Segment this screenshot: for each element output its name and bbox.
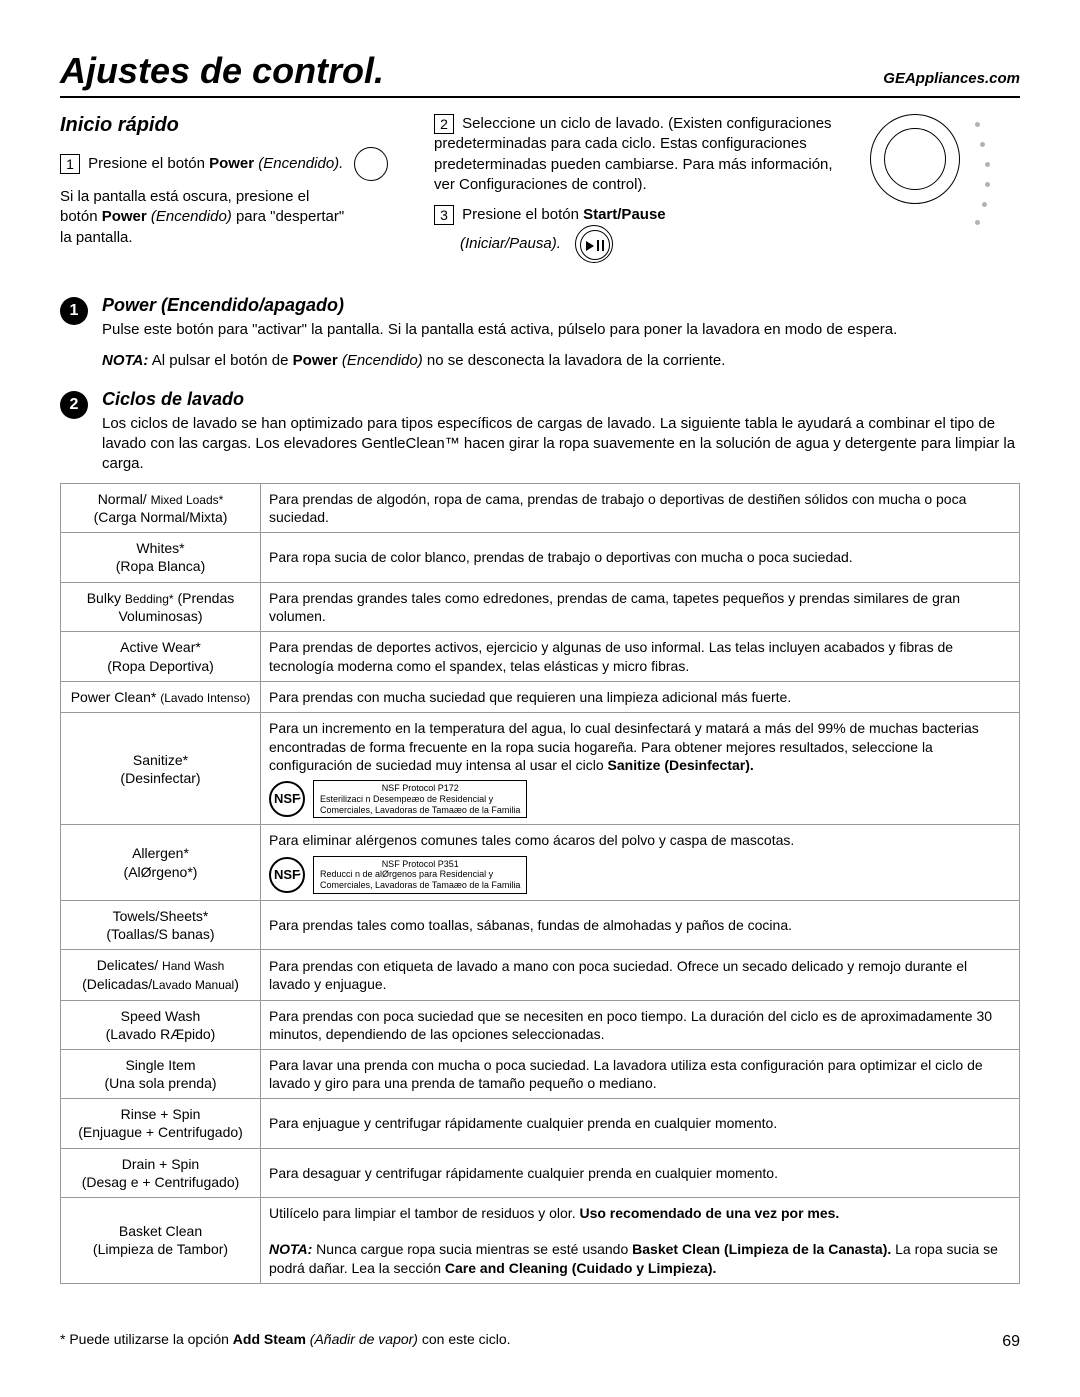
table-row: Power Clean* (Lavado Intenso)Para prenda… (61, 681, 1020, 713)
page-number: 69 (1002, 1333, 1020, 1351)
cycles-table: Normal/ Mixed Loads*(Carga Normal/Mixta)… (60, 483, 1020, 1284)
cycle-name: Drain + Spin(Desag e + Centrifugado) (61, 1148, 261, 1197)
cycle-description: Para prendas con mucha suciedad que requ… (261, 681, 1020, 713)
section-1-title: Power (Encendido/apagado) (102, 295, 1020, 316)
table-row: Speed Wash(Lavado RÆpido)Para prendas co… (61, 1000, 1020, 1049)
section-2-text: Los ciclos de lavado se han optimizado p… (102, 414, 1020, 475)
start-pause-icon (575, 225, 613, 263)
section-1-badge: 1 (60, 297, 88, 325)
cycle-description: Para enjuague y centrifugar rápidamente … (261, 1099, 1020, 1148)
table-row: Rinse + Spin(Enjuague + Centrifugado)Par… (61, 1099, 1020, 1148)
section-cycles: 2 Ciclos de lavado Los ciclos de lavado … (60, 389, 1020, 475)
cycle-name: Active Wear*(Ropa Deportiva) (61, 632, 261, 681)
nsf-block: NSF NSF Protocol P351 Reducci n de alØrg… (269, 856, 1011, 894)
section-power: 1 Power (Encendido/apagado) Pulse este b… (60, 295, 1020, 371)
cycle-name: Delicates/ Hand Wash(Delicadas/Lavado Ma… (61, 950, 261, 1000)
section-1-note: NOTA: Al pulsar el botón de Power (Encen… (102, 351, 1020, 371)
cycle-name: Power Clean* (Lavado Intenso) (61, 681, 261, 713)
quick-start-heading: Inicio rápido (60, 114, 410, 137)
cycle-name: Allergen*(AlØrgeno*) (61, 825, 261, 901)
table-row: Normal/ Mixed Loads*(Carga Normal/Mixta)… (61, 483, 1020, 533)
nsf-icon: NSF (269, 781, 305, 817)
table-row: Sanitize*(Desinfectar)Para un incremento… (61, 713, 1020, 825)
step-3-number: 3 (434, 205, 454, 225)
step-2-number: 2 (434, 114, 454, 134)
table-row: Whites*(Ropa Blanca)Para ropa sucia de c… (61, 533, 1020, 582)
section-2-badge: 2 (60, 391, 88, 419)
section-1-text: Pulse este botón para "activar" la panta… (102, 320, 1020, 340)
nsf-protocol-box: NSF Protocol P351 Reducci n de alØrgenos… (313, 856, 527, 894)
table-row: Allergen*(AlØrgeno*)Para eliminar alérge… (61, 825, 1020, 901)
cycle-description: Para prendas grandes tales como edredone… (261, 582, 1020, 632)
table-row: Active Wear*(Ropa Deportiva)Para prendas… (61, 632, 1020, 681)
cycle-description: Para un incremento en la temperatura del… (261, 713, 1020, 825)
cycle-name: Basket Clean(Limpieza de Tambor) (61, 1198, 261, 1284)
step-2-line: 2 Seleccione un ciclo de lavado. (Existe… (434, 114, 846, 195)
brand-url: GEAppliances.com (883, 70, 1020, 87)
cycle-name: Sanitize*(Desinfectar) (61, 713, 261, 825)
cycle-name: Single Item(Una sola prenda) (61, 1049, 261, 1098)
nsf-block: NSF NSF Protocol P172 Esterilizaci n Des… (269, 780, 1011, 818)
cycle-description: Para lavar una prenda con mucha o poca s… (261, 1049, 1020, 1098)
cycle-description: Para desaguar y centrifugar rápidamente … (261, 1148, 1020, 1197)
cycle-description: Utilícelo para limpiar el tambor de resi… (261, 1198, 1020, 1284)
cycle-description: Para prendas de algodón, ropa de cama, p… (261, 483, 1020, 533)
cycle-name: Towels/Sheets*(Toallas/S banas) (61, 900, 261, 949)
step-3-line: 3 Presione el botón Start/Pause (Iniciar… (434, 205, 846, 263)
cycle-description: Para prendas tales como toallas, sábanas… (261, 900, 1020, 949)
cycle-name: Rinse + Spin(Enjuague + Centrifugado) (61, 1099, 261, 1148)
cycle-name: Whites*(Ropa Blanca) (61, 533, 261, 582)
cycle-name: Speed Wash(Lavado RÆpido) (61, 1000, 261, 1049)
step-1-number: 1 (60, 154, 80, 174)
cycle-description: Para prendas con etiqueta de lavado a ma… (261, 950, 1020, 1000)
cycle-description: Para prendas con poca suciedad que se ne… (261, 1000, 1020, 1049)
cycle-dial-illustration (870, 114, 1020, 269)
table-row: Towels/Sheets*(Toallas/S banas)Para pren… (61, 900, 1020, 949)
section-2-title: Ciclos de lavado (102, 389, 1020, 410)
power-icon (354, 147, 388, 181)
table-row: Drain + Spin(Desag e + Centrifugado)Para… (61, 1148, 1020, 1197)
table-row: Bulky Bedding* (PrendasVoluminosas)Para … (61, 582, 1020, 632)
page-title: Ajustes de control. (60, 50, 384, 92)
table-row: Delicates/ Hand Wash(Delicadas/Lavado Ma… (61, 950, 1020, 1000)
nsf-protocol-box: NSF Protocol P172 Esterilizaci n Desempe… (313, 780, 527, 818)
step-1-line: 1 Presione el botón Power (Encendido). (60, 147, 410, 181)
table-row: Single Item(Una sola prenda)Para lavar u… (61, 1049, 1020, 1098)
cycle-description: Para ropa sucia de color blanco, prendas… (261, 533, 1020, 582)
cycle-description: Para eliminar alérgenos comunes tales co… (261, 825, 1020, 901)
cycle-name: Normal/ Mixed Loads*(Carga Normal/Mixta) (61, 483, 261, 533)
footnote: * Puede utilizarse la opción Add Steam (… (60, 1331, 511, 1347)
table-row: Basket Clean(Limpieza de Tambor)Utilícel… (61, 1198, 1020, 1284)
cycle-name: Bulky Bedding* (PrendasVoluminosas) (61, 582, 261, 632)
page-header: Ajustes de control. GEAppliances.com (60, 50, 1020, 98)
cycle-description: Para prendas de deportes activos, ejerci… (261, 632, 1020, 681)
nsf-icon: NSF (269, 857, 305, 893)
quick-start-section: Inicio rápido 1 Presione el botón Power … (60, 114, 1020, 269)
step-1-hint: Si la pantalla está oscura, presione el … (60, 187, 410, 248)
